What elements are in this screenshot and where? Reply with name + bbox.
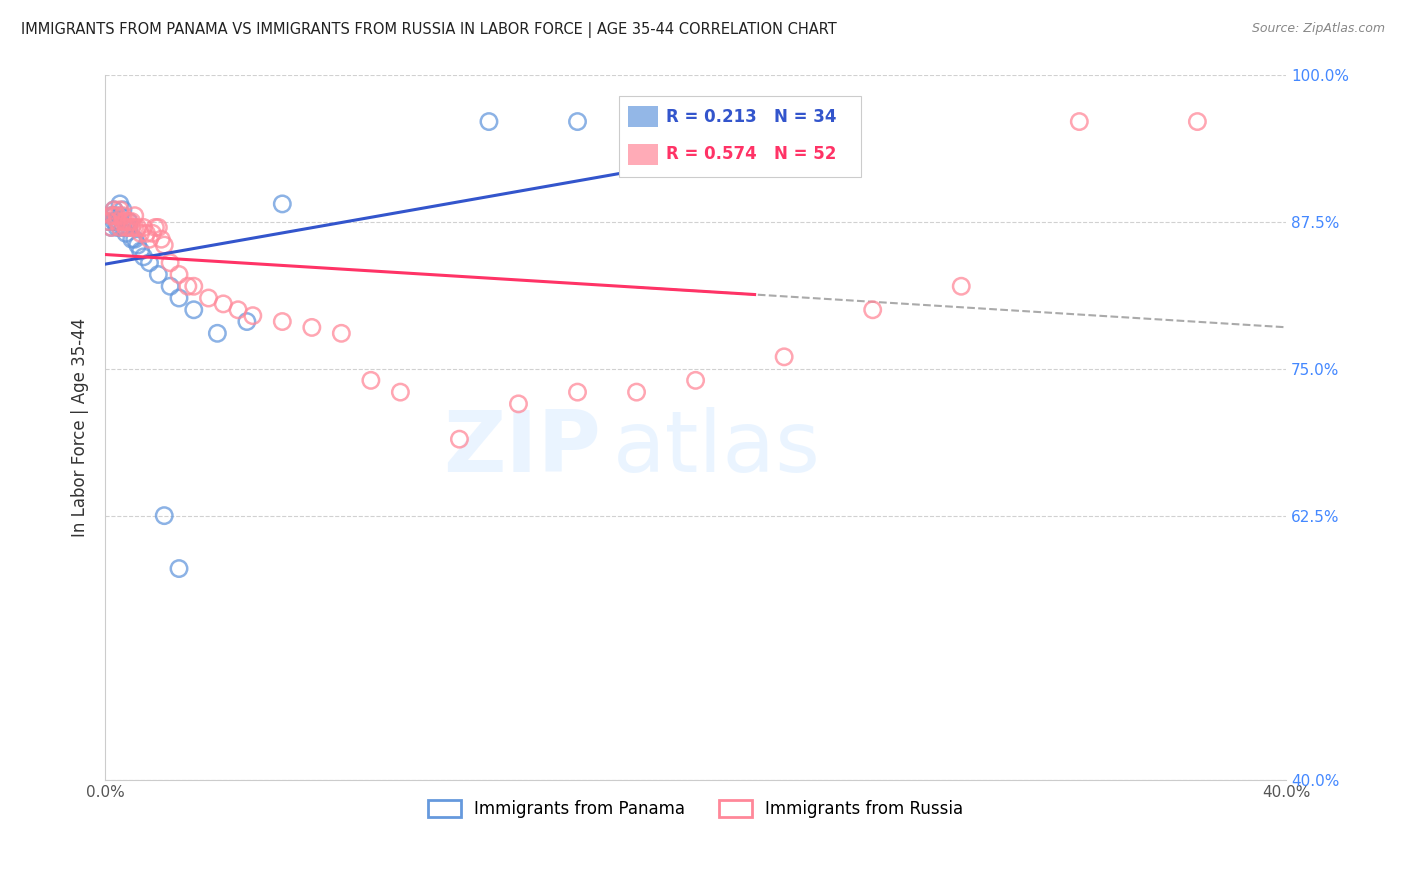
Point bbox=[97, 214, 120, 228]
Point bbox=[108, 220, 131, 235]
Point bbox=[108, 209, 131, 223]
FancyBboxPatch shape bbox=[628, 106, 658, 128]
Point bbox=[121, 232, 143, 246]
Point bbox=[124, 209, 146, 223]
Point bbox=[103, 202, 125, 217]
Point bbox=[271, 197, 294, 211]
Point bbox=[148, 220, 170, 235]
Point bbox=[167, 561, 190, 575]
Text: ZIP: ZIP bbox=[443, 407, 602, 490]
Point bbox=[103, 202, 125, 217]
Point bbox=[141, 227, 163, 241]
Y-axis label: In Labor Force | Age 35-44: In Labor Force | Age 35-44 bbox=[72, 318, 89, 537]
Point bbox=[127, 238, 149, 252]
Point bbox=[236, 314, 259, 328]
Point bbox=[301, 320, 323, 334]
Point bbox=[153, 508, 176, 523]
Point bbox=[105, 220, 128, 235]
Legend: Immigrants from Panama, Immigrants from Russia: Immigrants from Panama, Immigrants from … bbox=[420, 793, 970, 825]
Point bbox=[127, 220, 149, 235]
Point bbox=[183, 279, 205, 293]
Point bbox=[100, 209, 122, 223]
Point bbox=[129, 227, 152, 241]
FancyBboxPatch shape bbox=[628, 144, 658, 165]
Text: IMMIGRANTS FROM PANAMA VS IMMIGRANTS FROM RUSSIA IN LABOR FORCE | AGE 35-44 CORR: IMMIGRANTS FROM PANAMA VS IMMIGRANTS FRO… bbox=[21, 22, 837, 38]
Text: Source: ZipAtlas.com: Source: ZipAtlas.com bbox=[1251, 22, 1385, 36]
Point bbox=[685, 373, 707, 387]
Point bbox=[103, 209, 125, 223]
Point bbox=[167, 291, 190, 305]
Point bbox=[115, 220, 138, 235]
Point bbox=[508, 397, 530, 411]
Point bbox=[138, 232, 160, 246]
Point bbox=[118, 214, 141, 228]
Point bbox=[118, 220, 141, 235]
Point bbox=[115, 227, 138, 241]
Point bbox=[950, 279, 973, 293]
Point bbox=[111, 214, 134, 228]
FancyBboxPatch shape bbox=[619, 95, 860, 177]
Point bbox=[626, 385, 648, 400]
Point bbox=[103, 209, 125, 223]
Point bbox=[105, 214, 128, 228]
Point bbox=[197, 291, 219, 305]
Point bbox=[159, 279, 181, 293]
Point bbox=[121, 214, 143, 228]
Point bbox=[124, 232, 146, 246]
Point bbox=[389, 385, 412, 400]
Point bbox=[177, 279, 200, 293]
Point bbox=[121, 220, 143, 235]
Point bbox=[1069, 114, 1091, 128]
Text: R = 0.213   N = 34: R = 0.213 N = 34 bbox=[666, 108, 837, 126]
Point bbox=[132, 250, 155, 264]
Point bbox=[567, 114, 589, 128]
Point bbox=[862, 302, 884, 317]
Point bbox=[115, 220, 138, 235]
Point bbox=[111, 202, 134, 217]
Point bbox=[207, 326, 229, 341]
Point bbox=[153, 238, 176, 252]
Point bbox=[212, 297, 235, 311]
Point bbox=[118, 220, 141, 235]
Point bbox=[150, 232, 173, 246]
Point bbox=[97, 214, 120, 228]
Point bbox=[330, 326, 353, 341]
Point bbox=[124, 220, 146, 235]
Point bbox=[132, 220, 155, 235]
Point bbox=[138, 256, 160, 270]
Point bbox=[148, 268, 170, 282]
Point bbox=[1187, 114, 1209, 128]
Point bbox=[100, 220, 122, 235]
Point bbox=[773, 350, 796, 364]
Point bbox=[108, 220, 131, 235]
Point bbox=[242, 309, 264, 323]
Point bbox=[129, 244, 152, 258]
Point bbox=[183, 302, 205, 317]
Point bbox=[100, 209, 122, 223]
Text: R = 0.574   N = 52: R = 0.574 N = 52 bbox=[666, 145, 837, 163]
Point bbox=[105, 214, 128, 228]
Point bbox=[118, 214, 141, 228]
Point bbox=[108, 197, 131, 211]
Point bbox=[103, 214, 125, 228]
Point bbox=[567, 385, 589, 400]
Point bbox=[108, 202, 131, 217]
Point bbox=[145, 220, 167, 235]
Point bbox=[271, 314, 294, 328]
Point bbox=[360, 373, 382, 387]
Point bbox=[449, 432, 471, 446]
Point bbox=[111, 220, 134, 235]
Point bbox=[135, 227, 157, 241]
Point bbox=[226, 302, 249, 317]
Point bbox=[115, 214, 138, 228]
Point bbox=[100, 220, 122, 235]
Point bbox=[478, 114, 501, 128]
Text: atlas: atlas bbox=[613, 407, 821, 490]
Point bbox=[159, 256, 181, 270]
Point bbox=[111, 209, 134, 223]
Point bbox=[105, 209, 128, 223]
Point bbox=[167, 268, 190, 282]
